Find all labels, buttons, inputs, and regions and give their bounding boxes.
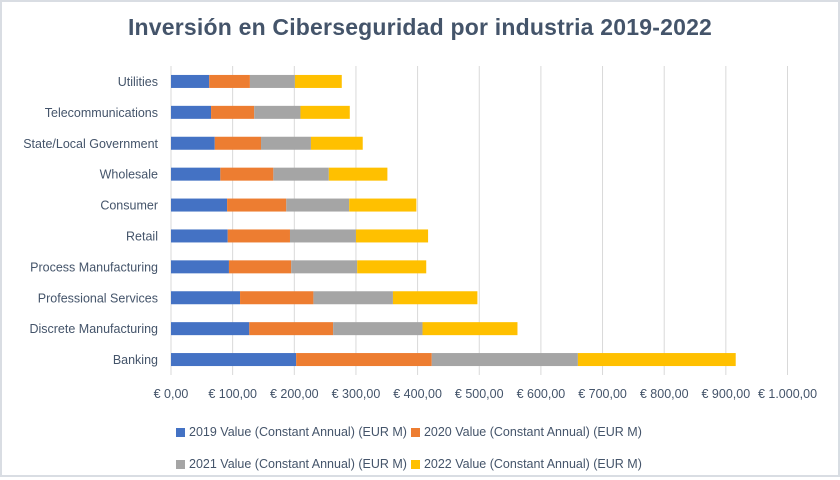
- bar-segment: [355, 229, 429, 243]
- chart-title: Inversión en Ciberseguridad por industri…: [127, 14, 713, 40]
- legend-row: 2019 Value (Constant Annual) (EUR M) 202…: [176, 416, 696, 448]
- bar-segment: [296, 353, 432, 367]
- bar-segment: [228, 260, 292, 274]
- x-tick-labels: € 0,00 € 100,00 € 200,00 € 300,00 € 400,00 € …: [154, 387, 817, 401]
- bar-segment: [214, 136, 262, 150]
- x-tick-label: € 700,00: [578, 387, 627, 401]
- x-tick-label: € 300,00: [332, 387, 381, 401]
- bar-segment: [171, 136, 215, 150]
- x-tick-label: € 400,00: [393, 387, 442, 401]
- legend-label-2019: 2019 Value (Constant Annual) (EUR M): [189, 425, 407, 439]
- legend: 2019 Value (Constant Annual) (EUR M) 202…: [176, 416, 696, 480]
- x-tick-label: € 1.000,00: [758, 387, 817, 401]
- bar-segment: [171, 74, 210, 88]
- bar-segment: [227, 229, 290, 243]
- bar-segment: [357, 260, 427, 274]
- bar-segment: [422, 322, 518, 336]
- category-label: Process Manufacturing: [30, 260, 158, 274]
- legend-swatch-2020: [410, 427, 420, 437]
- bar-segment: [261, 136, 311, 150]
- bar-segment: [171, 322, 250, 336]
- bar-segment: [294, 74, 342, 88]
- x-tick-label: € 800,00: [640, 387, 689, 401]
- bar-segment: [313, 291, 393, 305]
- legend-item-2022: 2022 Value (Constant Annual) (EUR M): [410, 457, 642, 471]
- bar-segment: [291, 260, 358, 274]
- bar-segment: [211, 105, 255, 119]
- bar-segment: [220, 167, 274, 181]
- bar-segment: [328, 167, 388, 181]
- bar-segment: [289, 229, 356, 243]
- bar-segment: [286, 198, 350, 212]
- bar-segment: [227, 198, 287, 212]
- bar-segment: [171, 105, 212, 119]
- category-label: State/Local Government: [23, 137, 158, 151]
- bar-segment: [254, 105, 301, 119]
- legend-swatch-2021: [176, 459, 185, 469]
- category-label: Utilities: [118, 75, 158, 89]
- category-label: Banking: [113, 353, 158, 367]
- legend-item-2019: 2019 Value (Constant Annual) (EUR M): [176, 425, 407, 439]
- legend-label-2021: 2021 Value (Constant Annual) (EUR M): [189, 457, 407, 471]
- bar-segment: [171, 260, 229, 274]
- bar-segment: [249, 322, 334, 336]
- legend-label-2020: 2020 Value (Constant Annual) (EUR M): [423, 425, 642, 439]
- bar-segment: [240, 291, 314, 305]
- legend-swatch-2022: [410, 459, 420, 469]
- bar-segment: [392, 291, 478, 305]
- legend-label-2022: 2022 Value (Constant Annual) (EUR M): [423, 457, 642, 471]
- bar-segment: [349, 198, 417, 212]
- category-label: Retail: [126, 229, 158, 243]
- legend-item-2020: 2020 Value (Constant Annual) (EUR M): [410, 425, 642, 439]
- bar-segment: [209, 74, 250, 88]
- bar-segment: [171, 198, 228, 212]
- bar-segment: [577, 353, 736, 367]
- bar-segment: [171, 291, 241, 305]
- bar-segment: [300, 105, 350, 119]
- bar-segment: [431, 353, 578, 367]
- x-tick-label: € 100,00: [208, 387, 257, 401]
- legend-swatch-2019: [176, 427, 185, 437]
- bar-segment: [333, 322, 423, 336]
- legend-row: 2021 Value (Constant Annual) (EUR M) 202…: [176, 448, 696, 480]
- category-label: Consumer: [100, 199, 158, 213]
- x-tick-label: € 500,00: [455, 387, 504, 401]
- category-label: Professional Services: [38, 291, 158, 305]
- bars: [171, 74, 736, 367]
- bar-segment: [273, 167, 329, 181]
- x-tick-label: € 600,00: [517, 387, 566, 401]
- x-tick-label: € 0,00: [154, 387, 189, 401]
- legend-item-2021: 2021 Value (Constant Annual) (EUR M): [176, 457, 407, 471]
- category-label: Telecommunications: [45, 106, 158, 120]
- bar-segment: [171, 229, 228, 243]
- bar-segment: [249, 74, 295, 88]
- bar-segment: [310, 136, 363, 150]
- bar-segment: [171, 353, 297, 367]
- category-labels: Banking Discrete Manufacturing Professiona…: [23, 75, 158, 367]
- x-tick-label: € 200,00: [270, 387, 319, 401]
- bar-segment: [171, 167, 221, 181]
- x-tick-label: € 900,00: [702, 387, 751, 401]
- category-label: Wholesale: [100, 168, 158, 182]
- category-label: Discrete Manufacturing: [29, 322, 158, 336]
